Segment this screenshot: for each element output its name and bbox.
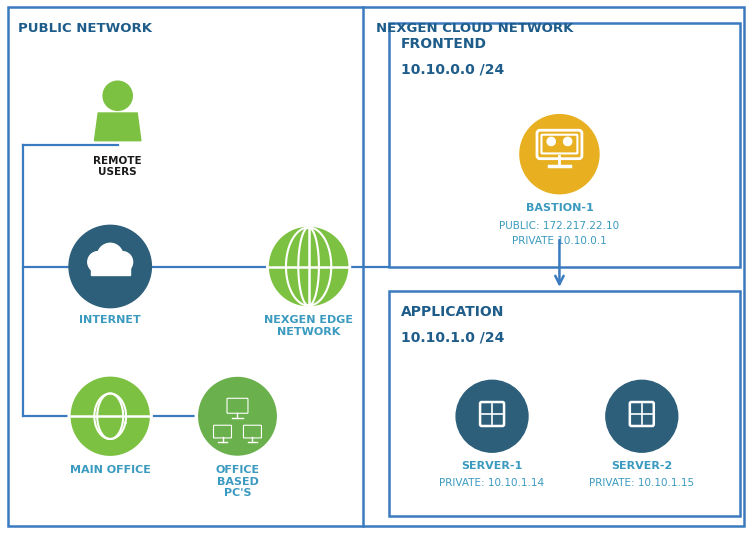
Text: PRIVATE: 10.10.1.15: PRIVATE: 10.10.1.15 <box>590 478 694 488</box>
Text: NEXGEN EDGE
NETWORK: NEXGEN EDGE NETWORK <box>264 315 353 337</box>
Circle shape <box>520 115 599 193</box>
Text: FRONTEND: FRONTEND <box>401 37 487 51</box>
Text: SERVER-2: SERVER-2 <box>611 461 672 471</box>
Circle shape <box>112 252 132 272</box>
Text: APPLICATION: APPLICATION <box>401 305 504 319</box>
Circle shape <box>547 138 555 146</box>
Text: REMOTE
USERS: REMOTE USERS <box>93 156 142 177</box>
FancyBboxPatch shape <box>630 402 653 426</box>
FancyBboxPatch shape <box>480 402 504 426</box>
FancyBboxPatch shape <box>537 130 582 159</box>
Text: PRIVATE: 10.10.1.14: PRIVATE: 10.10.1.14 <box>439 478 544 488</box>
Text: PRIVATE 10.10.0.1: PRIVATE 10.10.0.1 <box>512 236 607 246</box>
Text: INTERNET: INTERNET <box>79 315 141 325</box>
Text: MAIN OFFICE: MAIN OFFICE <box>70 465 150 475</box>
Circle shape <box>196 375 279 457</box>
Circle shape <box>456 381 528 452</box>
Text: SERVER-1: SERVER-1 <box>462 461 523 471</box>
Circle shape <box>268 225 350 308</box>
Circle shape <box>69 225 151 308</box>
Text: PUBLIC NETWORK: PUBLIC NETWORK <box>18 22 152 35</box>
Bar <box>91 261 129 276</box>
Text: 10.10.0.0 /24: 10.10.0.0 /24 <box>401 62 504 76</box>
Circle shape <box>88 252 108 272</box>
Circle shape <box>98 243 123 269</box>
Polygon shape <box>95 113 141 141</box>
Circle shape <box>563 138 572 146</box>
FancyBboxPatch shape <box>214 425 232 438</box>
FancyBboxPatch shape <box>227 398 248 413</box>
Circle shape <box>606 381 678 452</box>
FancyBboxPatch shape <box>8 7 744 526</box>
Circle shape <box>103 81 132 110</box>
Text: 10.10.1.0 /24: 10.10.1.0 /24 <box>401 330 504 344</box>
Text: OFFICE
BASED
PC'S: OFFICE BASED PC'S <box>215 465 259 498</box>
Circle shape <box>69 375 151 457</box>
Text: NEXGEN CLOUD NETWORK: NEXGEN CLOUD NETWORK <box>376 22 573 35</box>
FancyBboxPatch shape <box>541 135 578 154</box>
FancyBboxPatch shape <box>390 291 740 516</box>
Text: PUBLIC: 172.217.22.10: PUBLIC: 172.217.22.10 <box>499 221 620 231</box>
FancyBboxPatch shape <box>244 425 262 438</box>
FancyBboxPatch shape <box>390 23 740 266</box>
Text: BASTION-1: BASTION-1 <box>526 203 593 213</box>
